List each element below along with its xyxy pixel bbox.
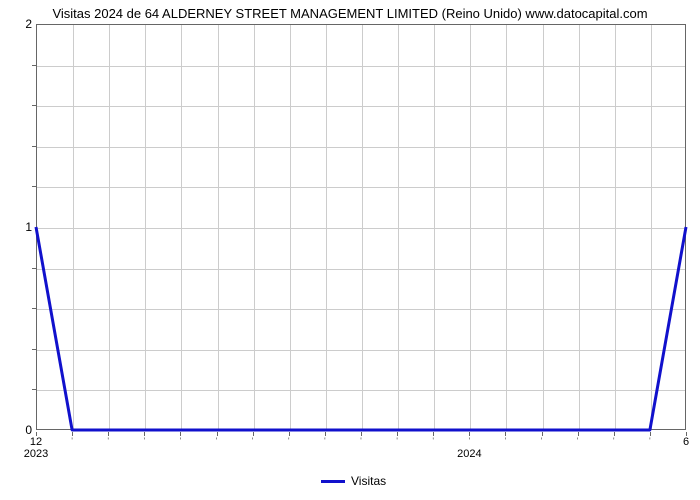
series-path (36, 227, 686, 430)
legend-swatch (321, 480, 345, 483)
legend: Visitas (321, 474, 386, 488)
series-line (0, 0, 700, 500)
legend-label: Visitas (351, 474, 386, 488)
chart-container: Visitas 2024 de 64 ALDERNEY STREET MANAG… (0, 0, 700, 500)
